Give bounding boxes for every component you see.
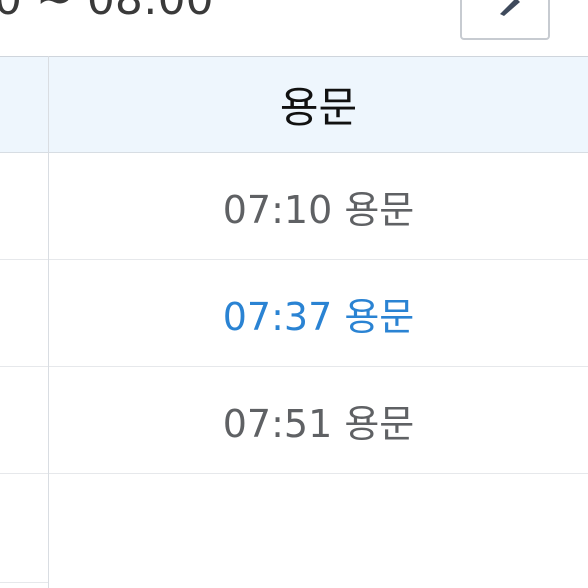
empty-table-row [0,474,588,588]
departure-time-cell: 07:10 용문 [222,187,415,232]
pencil-icon [500,0,520,16]
column-divider [48,56,49,588]
departure-time-cell-highlighted: 07:37 용문 [222,294,415,339]
column-header-yongmun: 용문 [279,83,358,132]
table-row[interactable]: 07:37 용문 [0,260,588,367]
edit-button[interactable] [460,0,550,40]
time-range-title: 0 ~ 08:00 [0,0,214,22]
table-row[interactable]: 07:10 용문 [0,153,588,260]
table-header [0,56,588,153]
row-divider [0,582,48,583]
departure-time-cell: 07:51 용문 [222,401,415,446]
table-row[interactable]: 07:51 용문 [0,367,588,474]
